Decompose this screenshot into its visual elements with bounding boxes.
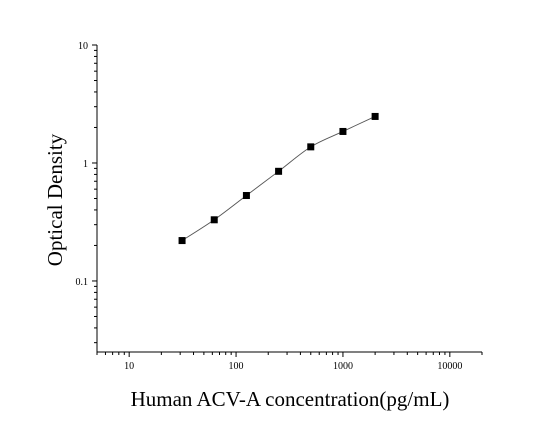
data-point: [371, 112, 379, 120]
x-tick-label: 1000: [333, 361, 353, 372]
y-tick-label: 0.1: [76, 277, 89, 288]
y-axis-label: Optical Density: [43, 133, 67, 266]
y-tick-label: 10: [78, 41, 88, 52]
data-point: [210, 216, 218, 224]
x-tick-label: 10: [124, 361, 134, 372]
data-point: [307, 143, 315, 151]
data-point: [339, 127, 347, 135]
x-axis-label: Human ACV-A concentration(pg/mL): [131, 387, 450, 411]
x-tick-label: 10000: [437, 361, 462, 372]
data-points-layer: [178, 112, 379, 245]
axes: [96, 45, 482, 353]
data-point: [178, 237, 186, 245]
data-point: [242, 192, 250, 200]
y-tick-label: 1: [83, 159, 88, 170]
x-tick-label: 100: [229, 361, 244, 372]
axis-ticks: 10 100 1000 10000 0.1 1 10: [76, 41, 483, 372]
data-point: [275, 167, 283, 175]
